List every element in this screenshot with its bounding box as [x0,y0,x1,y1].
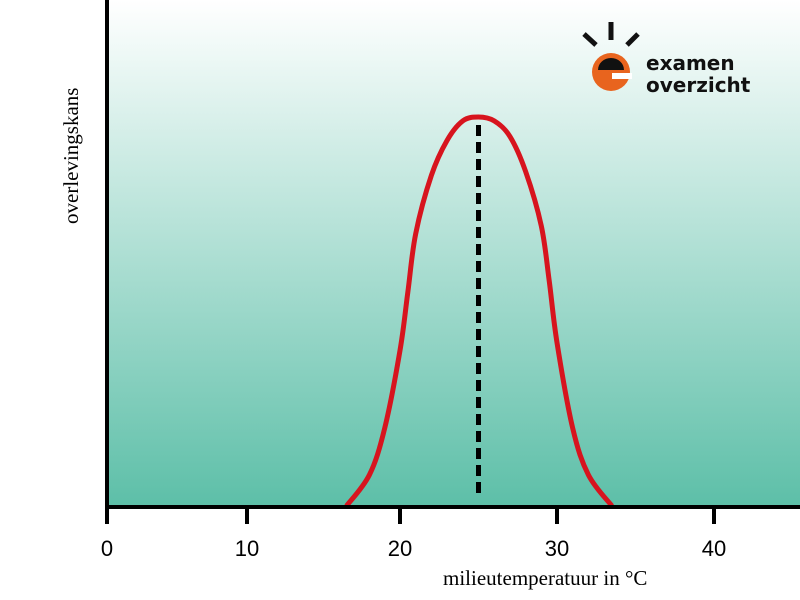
examen-overzicht-logo: examen overzicht [582,22,751,97]
x-tick-label: 10 [235,536,259,561]
svg-text:examen: examen [646,51,735,75]
x-tick-label: 0 [101,536,113,561]
x-tick-label: 30 [545,536,569,561]
x-axis-label: milieutemperatuur in °C [443,566,647,590]
svg-text:overzicht: overzicht [646,73,751,97]
x-tick-label: 20 [388,536,412,561]
plot-area [107,0,800,506]
x-tick-label: 40 [702,536,726,561]
y-axis-label: overlevingskans [59,88,83,224]
survival-curve [344,114,614,508]
